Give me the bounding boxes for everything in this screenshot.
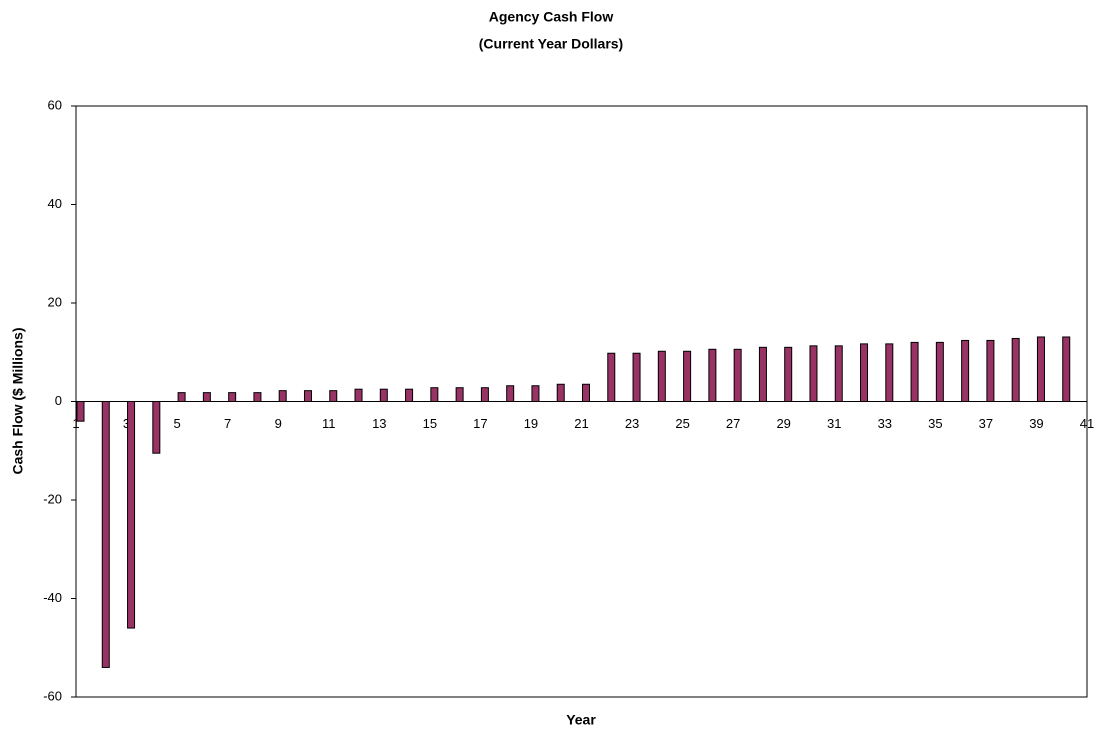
bar — [531, 385, 540, 402]
y-axis-label: Cash Flow ($ Millions) — [10, 327, 26, 474]
x-tick-label: 5 — [173, 416, 180, 431]
x-tick-label: 39 — [1029, 416, 1043, 431]
y-tick-label: -60 — [43, 688, 62, 703]
bar — [379, 388, 388, 402]
bar — [228, 392, 237, 403]
bar — [253, 392, 262, 403]
x-tick-label: 9 — [275, 416, 282, 431]
x-tick-label: 25 — [675, 416, 689, 431]
bar — [910, 341, 919, 402]
x-tick-label: 41 — [1080, 416, 1094, 431]
bar — [506, 385, 515, 402]
x-tick-label: 13 — [372, 416, 386, 431]
x-tick-label: 31 — [827, 416, 841, 431]
bar — [1011, 337, 1020, 402]
bar — [556, 383, 565, 403]
bar — [582, 383, 590, 403]
x-tick-label: 15 — [423, 416, 437, 431]
chart-title: Agency Cash Flow — [489, 9, 614, 25]
x-tick-label: 23 — [625, 416, 639, 431]
bar — [809, 345, 818, 403]
bar — [632, 352, 641, 402]
x-tick-label: 33 — [878, 416, 892, 431]
bar — [784, 346, 793, 403]
bar — [76, 401, 85, 422]
x-tick-label: 17 — [473, 416, 487, 431]
y-tick-label: -40 — [43, 590, 62, 605]
x-tick-label: 7 — [224, 416, 231, 431]
y-tick-label: 60 — [48, 97, 62, 112]
x-tick-label: 21 — [574, 416, 588, 431]
x-tick-label: 1 — [72, 416, 79, 431]
bar — [430, 387, 439, 402]
bar — [885, 343, 894, 403]
bar — [329, 390, 338, 403]
bar — [657, 350, 666, 403]
bar — [708, 348, 717, 403]
x-tick-label: 29 — [776, 416, 790, 431]
bar — [683, 350, 692, 403]
bar — [961, 339, 970, 402]
y-tick-label: 40 — [48, 196, 62, 211]
bar — [480, 387, 489, 402]
bar — [101, 401, 110, 668]
bar — [127, 401, 136, 629]
bar — [758, 346, 767, 403]
bar — [177, 392, 186, 403]
bar — [278, 390, 287, 403]
bar — [834, 345, 843, 403]
y-tick-label: 20 — [48, 294, 62, 309]
bar — [935, 341, 944, 402]
x-axis-label: Year — [566, 712, 596, 728]
y-tick-label: -20 — [43, 491, 62, 506]
bar — [455, 387, 464, 402]
chart-subtitle: (Current Year Dollars) — [479, 36, 623, 52]
bar — [607, 352, 616, 402]
x-tick-label: 3 — [123, 416, 130, 431]
x-tick-label: 11 — [322, 416, 336, 431]
x-tick-label: 37 — [979, 416, 993, 431]
bar — [354, 388, 363, 402]
bar — [1036, 336, 1045, 403]
y-tick-label: 0 — [55, 393, 62, 408]
bar — [303, 390, 312, 403]
x-tick-label: 27 — [726, 416, 740, 431]
x-tick-label: 19 — [524, 416, 538, 431]
bar — [1062, 336, 1071, 403]
bar — [405, 388, 414, 402]
bar — [202, 392, 211, 403]
bar — [986, 339, 995, 402]
x-tick-label: 35 — [928, 416, 942, 431]
bar — [152, 401, 161, 454]
bar — [860, 343, 869, 403]
bar — [733, 348, 742, 403]
